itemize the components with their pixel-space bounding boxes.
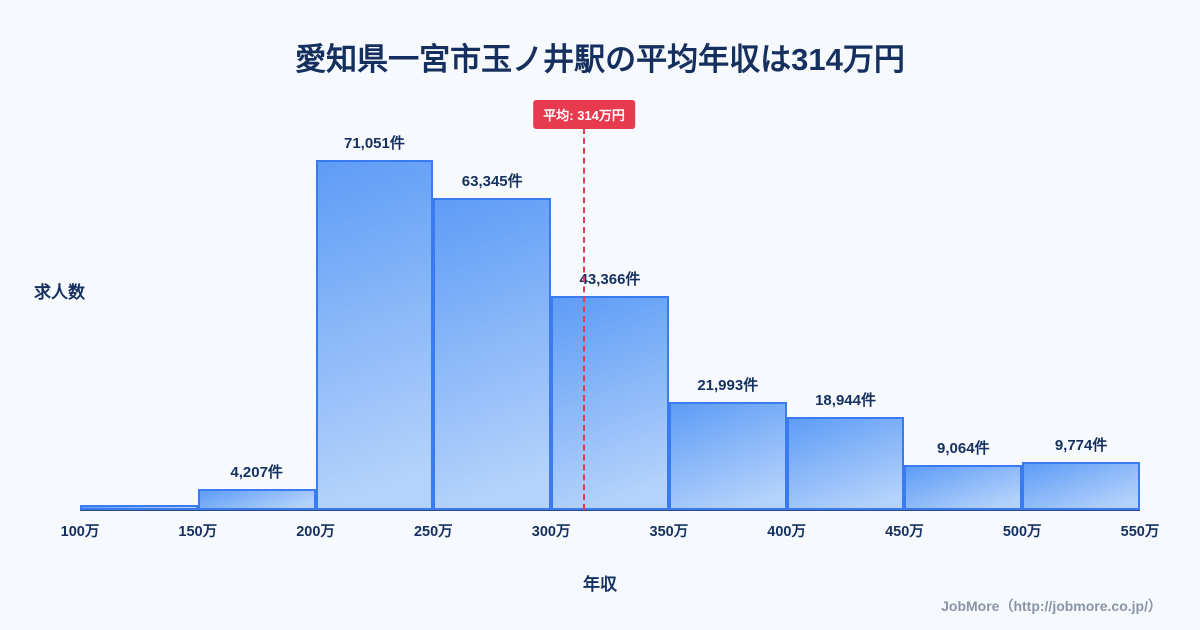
page-title: 愛知県一宮市玉ノ井駅の平均年収は314万円 [295,42,905,77]
bar-450万-500万 [904,465,1023,510]
bar-value-label: 21,993件 [697,377,759,394]
x-tick-label: 100万 [60,524,100,540]
x-tick-label: 500万 [1002,524,1042,540]
bar-250万-300万 [433,198,552,510]
x-tick-label: 550万 [1120,524,1160,540]
x-axis-line [80,509,1140,511]
bar-400万-450万 [786,417,905,510]
x-tick-label: 350万 [649,524,689,540]
y-axis-label: 求人数 [34,283,85,302]
bar-value-label: 18,944件 [815,392,876,409]
plot-area: 4,207件 71,051件 63,345件 43,366件 21,993件 18,944… [61,100,1159,540]
bar-200万-250万 [315,160,434,510]
average-line [583,128,586,510]
x-tick-label: 450万 [885,524,924,540]
bar-value-label: 9,064件 [937,440,990,457]
bar-300万-350万 [551,296,669,510]
bar-500万-550万 [1022,462,1140,510]
x-axis-label: 年収 [583,575,617,594]
x-axis-ticks: 100万 150万 200万 250万 300万 350万 400万 450万 500万 550万 [61,510,1160,540]
bar-value-label: 63,345件 [461,173,523,190]
bar-350万-400万 [668,402,787,510]
bar-150万-200万 [197,489,316,510]
average-badge: 平均: 314万円 [533,100,635,129]
bar-value-label: 71,051件 [343,135,405,152]
bar-value-label: 43,366件 [579,271,641,288]
bar-value-label: 9,774件 [1054,437,1108,454]
bar-value-label: 4,207件 [230,464,283,481]
x-tick-label: 400万 [767,524,807,540]
bar-100万-150万 [80,505,198,510]
x-tick-label: 250万 [413,524,453,540]
x-tick-label: 200万 [296,524,335,540]
x-tick-label: 150万 [178,524,218,540]
x-tick-label: 300万 [531,524,571,540]
footer-credit: JobMore（http://jobmore.co.jp/） [941,598,1162,614]
